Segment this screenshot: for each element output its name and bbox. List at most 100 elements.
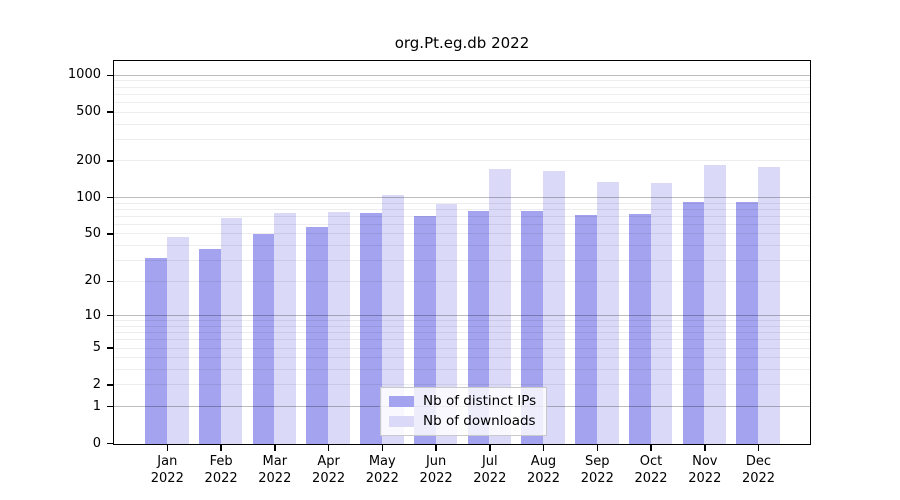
- gridline-3: [114, 369, 810, 371]
- gridline-600: [114, 102, 810, 103]
- x-tick-label-sep: Sep 2022: [580, 454, 614, 486]
- bar-jun-downloads: [435, 203, 458, 444]
- gridline-800: [114, 86, 810, 88]
- y-tick-50: [107, 233, 113, 235]
- legend-label-distinct-ips: Nb of distinct IPs: [423, 393, 537, 409]
- y-tick-5: [107, 347, 113, 349]
- bar-jul-downloads: [489, 169, 512, 444]
- y-tick-label-1000: 1000: [67, 67, 101, 83]
- bar-nov-distinct-ips: [682, 201, 705, 444]
- x-tick-may: [381, 445, 384, 451]
- gridline-5: [114, 347, 810, 349]
- gridline-50: [114, 233, 810, 235]
- gridline-90: [114, 202, 810, 204]
- chart-legend: Nb of distinct IPs Nb of downloads: [380, 387, 548, 436]
- gridline-4: [114, 357, 810, 359]
- x-tick-nov: [704, 445, 706, 451]
- gridline-7: [114, 332, 810, 334]
- legend-item-distinct-ips: Nb of distinct IPs: [389, 393, 536, 409]
- bar-apr-distinct-ips: [306, 226, 329, 444]
- y-tick-100: [107, 196, 113, 199]
- x-tick-dec: [757, 445, 760, 451]
- x-tick-label-apr: Apr 2022: [312, 454, 346, 486]
- legend-swatch-downloads: [389, 415, 414, 427]
- bar-oct-downloads: [650, 182, 673, 444]
- y-tick-label-500: 500: [76, 104, 101, 120]
- x-tick-jan: [166, 445, 169, 451]
- plot-inner: [114, 61, 810, 444]
- y-tick-label-2: 2: [92, 376, 101, 392]
- y-tick-label-10: 10: [84, 307, 101, 323]
- y-tick-20: [107, 280, 113, 282]
- gridline-100: [114, 197, 810, 198]
- x-tick-sep: [596, 445, 598, 451]
- x-tick-label-jan: Jan 2022: [150, 454, 184, 486]
- bar-sep-distinct-ips: [575, 214, 597, 444]
- gridline-700: [114, 93, 810, 95]
- bar-jan-distinct-ips: [145, 257, 167, 444]
- bar-feb-downloads: [220, 217, 243, 444]
- gridline-2: [114, 384, 810, 386]
- x-tick-jun: [435, 445, 437, 451]
- gridline-20: [114, 280, 810, 282]
- x-tick-label-jul: Jul 2022: [473, 454, 507, 486]
- x-tick-label-may: May 2022: [365, 454, 399, 486]
- gridline-60: [114, 223, 810, 225]
- bar-may-distinct-ips: [360, 213, 382, 444]
- y-tick-label-5: 5: [92, 340, 101, 355]
- bar-dec-distinct-ips: [736, 202, 759, 444]
- gridline-30: [114, 260, 810, 261]
- gridline-10: [114, 315, 810, 317]
- x-tick-aug: [542, 445, 545, 451]
- x-tick-label-jun: Jun 2022: [419, 454, 453, 486]
- x-tick-label-mar: Mar 2022: [258, 454, 292, 486]
- y-tick-1000: [107, 74, 113, 76]
- gridline-1000: [114, 74, 810, 76]
- x-tick-apr: [327, 445, 330, 451]
- legend-swatch-distinct-ips: [389, 395, 414, 407]
- bar-oct-distinct-ips: [628, 213, 651, 444]
- x-tick-label-oct: Oct 2022: [634, 454, 668, 486]
- x-tick-label-dec: Dec 2022: [741, 454, 776, 486]
- y-tick-500: [107, 111, 113, 113]
- y-tick-label-20: 20: [84, 273, 101, 289]
- bar-apr-downloads: [328, 211, 350, 444]
- bar-mar-distinct-ips: [252, 234, 275, 444]
- bar-aug-distinct-ips: [521, 211, 544, 444]
- y-tick-label-50: 50: [84, 225, 101, 241]
- y-tick-label-100: 100: [76, 189, 101, 205]
- y-tick-label-200: 200: [76, 152, 101, 168]
- y-tick-label-0: 0: [92, 435, 101, 451]
- chart-title: org.Pt.eg.db 2022: [394, 34, 530, 52]
- bar-sep-downloads: [596, 182, 619, 444]
- x-tick-jul: [489, 445, 491, 451]
- x-tick-feb: [220, 445, 222, 451]
- gridline-300: [114, 138, 810, 140]
- x-tick-label-nov: Nov 2022: [688, 454, 722, 486]
- bar-jul-distinct-ips: [467, 211, 490, 444]
- x-tick-label-aug: Aug 2022: [526, 454, 561, 486]
- gridline-400: [114, 123, 810, 125]
- bar-dec-downloads: [758, 166, 780, 444]
- bar-mar-downloads: [274, 213, 297, 444]
- y-tick-2: [107, 384, 113, 386]
- y-tick-1: [107, 405, 113, 408]
- bar-feb-distinct-ips: [198, 248, 221, 444]
- legend-item-downloads: Nb of downloads: [389, 413, 536, 429]
- plot-area: Nb of distinct IPs Nb of downloads: [113, 60, 811, 445]
- y-tick-0: [107, 442, 113, 445]
- gridline-8: [114, 325, 810, 327]
- y-tick-label-1: 1: [92, 398, 101, 414]
- gridline-6: [114, 339, 810, 341]
- gridline-70: [114, 215, 810, 217]
- x-tick-oct: [650, 445, 652, 451]
- gridline-40: [114, 245, 810, 247]
- gridline-80: [114, 208, 810, 210]
- x-tick-mar: [274, 445, 276, 451]
- gridline-9: [114, 320, 810, 322]
- gridline-200: [114, 160, 810, 162]
- bar-aug-downloads: [543, 171, 565, 444]
- gridline-900: [114, 80, 810, 82]
- y-tick-200: [107, 160, 113, 162]
- gridline-500: [114, 111, 810, 113]
